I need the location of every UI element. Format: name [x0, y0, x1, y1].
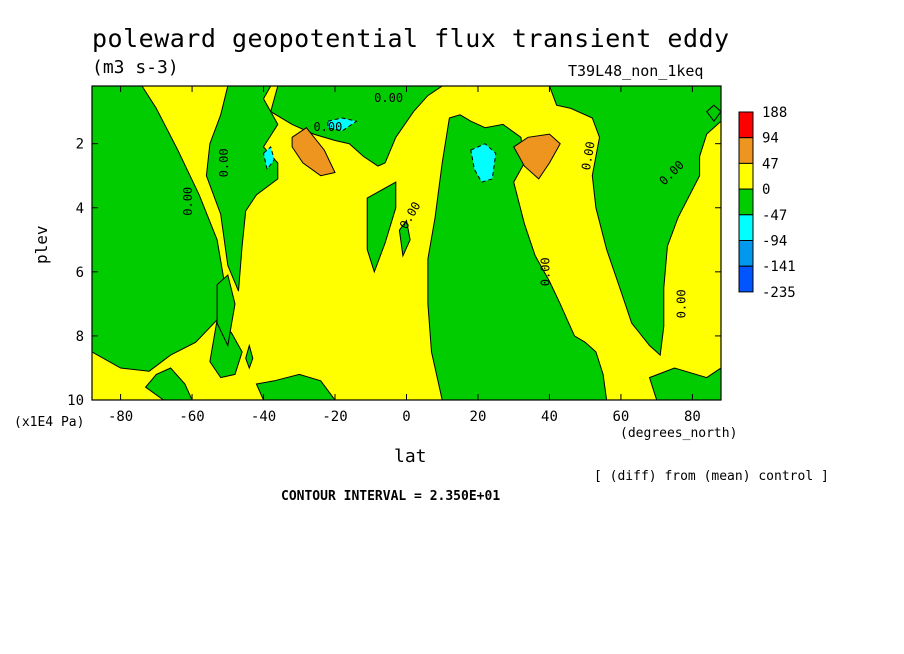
- contour-interval-note: CONTOUR INTERVAL = 2.350E+01: [281, 489, 501, 504]
- diff-note: [ (diff) from (mean) control ]: [594, 469, 829, 484]
- contour-region-10: [255, 373, 336, 400]
- contour-region-2: [205, 86, 279, 292]
- colorbar-swatch: [738, 240, 754, 267]
- contour-region-14: [706, 104, 721, 123]
- contour-label: 0.00: [217, 148, 231, 177]
- contour-region-6: [427, 114, 608, 400]
- x-tick-label: -40: [251, 409, 276, 425]
- contour-region-17: [327, 117, 358, 132]
- contour-region-4: [366, 181, 397, 274]
- contour-region-5: [398, 219, 411, 258]
- colorbar-label: -94: [762, 234, 787, 250]
- contour-region-12: [648, 367, 721, 400]
- x-tick-label: 20: [470, 409, 487, 425]
- x-axis-ticks: -80 -60 -40 -20 0 20 40 60 80: [108, 86, 701, 425]
- colorbar-swatch: [738, 214, 754, 242]
- filled-contour-regions: [92, 86, 721, 400]
- run-label: T39L48_non_1keq: [568, 62, 704, 80]
- colorbar-label: 47: [762, 156, 779, 172]
- contour-region-11: [216, 274, 236, 348]
- y-tick-label: 4: [76, 201, 84, 217]
- x-axis-title: lat: [394, 446, 427, 467]
- y-tick-label: 2: [76, 137, 84, 153]
- contour-label: 0.00: [674, 289, 688, 318]
- colorbar-swatch: [738, 188, 754, 216]
- x-tick-label: 40: [541, 409, 558, 425]
- contour-label: 0.00: [181, 187, 195, 216]
- contour-region-19: [470, 143, 497, 183]
- y-tick-label: 8: [76, 329, 84, 345]
- x-tick-label: 80: [684, 409, 701, 425]
- contour-region-15: [291, 127, 336, 177]
- colorbar-label: -47: [762, 208, 787, 224]
- colorbar: 188 94 47 0 -47 -94 -141 -235: [738, 105, 796, 301]
- x-axis-unit: (degrees_north): [620, 426, 738, 441]
- contour-region-8: [144, 367, 193, 400]
- contour-label: 0.00: [374, 91, 403, 105]
- colorbar-label: 0: [762, 182, 770, 198]
- contour-label: 0.00: [579, 140, 598, 171]
- contour-region-16: [513, 133, 561, 180]
- contour-label: 0.00: [539, 257, 553, 286]
- colorbar-swatch: [738, 162, 754, 190]
- colorbar-swatch: [738, 265, 754, 293]
- x-tick-label: 60: [613, 409, 630, 425]
- chart-title: poleward geopotential flux transient edd…: [92, 24, 730, 53]
- contour-region-3: [270, 86, 444, 167]
- contour-region-18: [262, 145, 275, 171]
- colorbar-label: -141: [762, 259, 796, 275]
- contour-label: 0.00: [313, 120, 342, 134]
- x-tick-label: -20: [322, 409, 347, 425]
- x-tick-label: 0: [402, 409, 410, 425]
- y-tick-label: 10: [67, 393, 84, 409]
- colorbar-swatch: [738, 111, 754, 139]
- y-axis-unit: (x1E4 Pa): [14, 415, 85, 430]
- colorbar-label: 188: [762, 105, 787, 121]
- x-tick-label: -80: [108, 409, 133, 425]
- contour-region-7: [548, 86, 721, 357]
- colorbar-swatch: [738, 137, 754, 164]
- x-tick-label: -60: [179, 409, 204, 425]
- colorbar-label: -235: [762, 285, 796, 301]
- colorbar-label: 94: [762, 131, 779, 147]
- chart-units: (m3 s-3): [92, 57, 179, 78]
- y-axis-ticks: 2 4 6 8 10: [67, 137, 721, 409]
- y-tick-label: 6: [76, 265, 84, 281]
- contour-region-13: [245, 343, 254, 370]
